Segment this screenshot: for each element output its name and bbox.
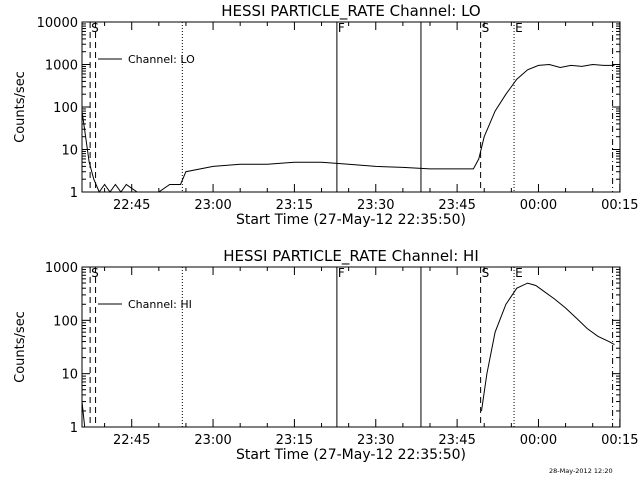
legend-label: Channel: HI <box>128 298 192 311</box>
x-tick-label: 00:00 <box>520 433 557 448</box>
y-tick-label: 100 <box>53 314 78 329</box>
event-marker-label: F <box>338 266 345 280</box>
event-marker-label: S <box>91 266 99 280</box>
x-tick-label: 23:00 <box>194 433 231 448</box>
x-tick-label: 23:45 <box>438 433 475 448</box>
x-tick-label: 23:30 <box>357 198 394 213</box>
x-tick-label: 23:15 <box>276 433 313 448</box>
y-tick-label: 1000 <box>45 59 78 74</box>
x-tick-label: 00:15 <box>601 433 638 448</box>
x-axis-label: Start Time (27-May-12 22:35:50) <box>236 212 466 228</box>
y-tick-label: 10 <box>61 144 78 159</box>
y-axis-label: Counts/sec <box>13 311 28 383</box>
y-tick-label: 10000 <box>37 16 78 31</box>
x-tick-label: 23:15 <box>276 198 313 213</box>
series-line <box>81 401 86 428</box>
event-marker-label: S <box>482 21 490 35</box>
footer-timestamp: 28-May-2012 12:20 <box>549 467 613 475</box>
y-tick-label: 1000 <box>45 261 78 276</box>
event-marker-label: S <box>482 266 490 280</box>
x-tick-label: 00:00 <box>520 198 557 213</box>
x-tick-label: 23:30 <box>357 433 394 448</box>
chart-panel-hi: HESSI PARTICLE_RATE Channel: HI 1 10 100 100… <box>13 247 639 463</box>
chart-title: HESSI PARTICLE_RATE Channel: LO <box>221 2 480 21</box>
x-tick-label: 22:45 <box>113 198 150 213</box>
plot-frame <box>81 21 621 193</box>
x-tick-label: 23:00 <box>194 198 231 213</box>
y-tick-label: 1 <box>70 421 78 436</box>
x-tick-label: 23:45 <box>438 198 475 213</box>
x-tick-label: 00:15 <box>601 198 638 213</box>
series-line <box>481 282 615 411</box>
x-axis-label: Start Time (27-May-12 22:35:50) <box>236 447 466 463</box>
plot-frame <box>81 266 621 428</box>
y-axis-label: Counts/sec <box>13 71 28 143</box>
y-tick-label: 1 <box>70 186 78 201</box>
x-tick-label: 22:45 <box>113 433 150 448</box>
event-marker-label: S <box>91 21 99 35</box>
event-marker-label: F <box>338 21 345 35</box>
legend-label: Channel: LO <box>128 53 195 66</box>
series-line <box>81 63 615 194</box>
y-tick-label: 100 <box>53 101 78 116</box>
chart-panel-lo: HESSI PARTICLE_RATE Channel: LO 1 10 100 100… <box>13 2 639 228</box>
event-marker-label: E <box>515 266 523 280</box>
chart-title: HESSI PARTICLE_RATE Channel: HI <box>223 247 479 266</box>
y-tick-label: 10 <box>61 368 78 383</box>
event-marker-label: E <box>515 21 523 35</box>
